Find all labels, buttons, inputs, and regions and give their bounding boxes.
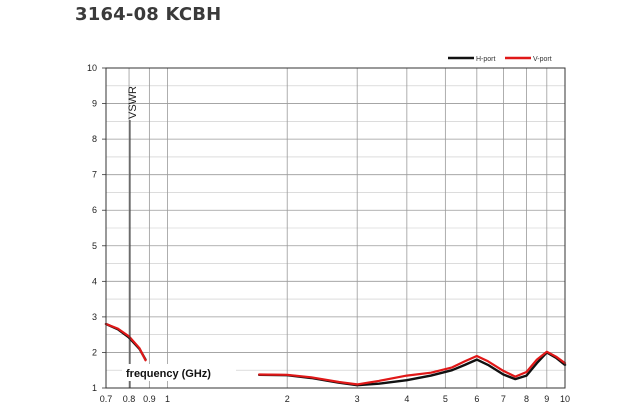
y-tick-label: 8: [92, 134, 97, 144]
x-tick-label: 4: [404, 394, 409, 404]
x-tick-label: 8: [524, 394, 529, 404]
y-tick-label: 10: [87, 63, 97, 73]
y-tick-label: 4: [92, 276, 97, 286]
y-tick-label: 3: [92, 312, 97, 322]
x-tick-label: 3: [355, 394, 360, 404]
x-tick-label: 0.8: [123, 394, 136, 404]
x-tick-label: 0.7: [100, 394, 113, 404]
x-tick-label: 6: [474, 394, 479, 404]
x-tick-label: 1: [165, 394, 170, 404]
series-line-h-port: [104, 322, 147, 361]
x-tick-label: 5: [443, 394, 448, 404]
legend-label-v-port: V-port: [533, 56, 552, 63]
y-tick-label: 7: [92, 170, 97, 180]
series-line-v-port: [104, 322, 147, 362]
grid-lines: [105, 67, 566, 389]
tick-labels: 1 2 3 4 5 6 7 8 9 10 0.7 0.8 0.9 1 2 3 4 5 6 7 8 9 10: [87, 63, 570, 404]
legend-bg: [442, 52, 566, 64]
page-title: 3164-08 KCBH: [75, 4, 222, 25]
legend: H-port V-port: [442, 52, 566, 64]
y-tick-label: 1: [92, 383, 97, 393]
x-axis-label: frequency (GHz): [126, 368, 211, 380]
x-tick-label: 0.9: [143, 394, 156, 404]
x-axis-label-bg: [122, 364, 236, 381]
y-axis-label: VSWR: [127, 86, 139, 119]
x-tick-label: 2: [285, 394, 290, 404]
axis-labels: VSWR frequency (GHz): [105, 67, 566, 389]
y-tick-label: 5: [92, 241, 97, 251]
x-tick-label: 7: [501, 394, 506, 404]
series-line-v-port: [258, 350, 567, 386]
data-series: [104, 322, 567, 387]
legend-label-h-port: H-port: [476, 56, 496, 63]
y-tick-label: 9: [92, 99, 97, 109]
x-tick-label: 9: [544, 394, 549, 404]
y-tick-label: 6: [92, 205, 97, 215]
series-line-h-port: [258, 351, 567, 387]
y-tick-label: 2: [92, 347, 97, 357]
plot-frame: [105, 67, 566, 389]
x-tick-label: 10: [560, 394, 570, 404]
